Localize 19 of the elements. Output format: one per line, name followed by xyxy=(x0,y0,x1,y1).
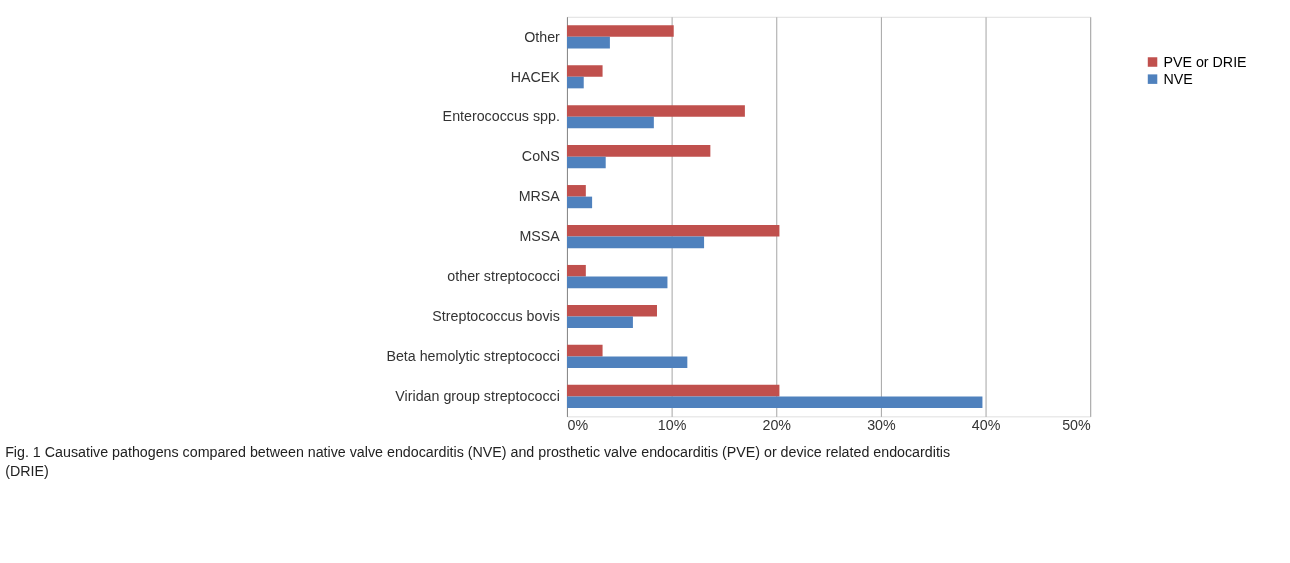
x-tick-label: 50% xyxy=(1062,417,1092,434)
legend-label: NVE xyxy=(1163,70,1193,87)
y-tick-label: MSSA xyxy=(519,228,561,245)
y-tick-label: HACEK xyxy=(510,68,561,85)
y-tick-label: Beta hemolytic streptococci xyxy=(386,348,560,365)
x-tick-label: 10% xyxy=(657,417,687,434)
y-tick-label: Enterococcus spp. xyxy=(442,108,560,125)
y-tick-label: other streptococci xyxy=(447,268,560,285)
x-tick-label: 20% xyxy=(762,417,792,434)
x-tick-label: 30% xyxy=(867,417,896,434)
y-tick-label: Viridan group streptococci xyxy=(395,388,560,405)
y-tick-label: Other xyxy=(524,28,561,45)
legend-label: PVE or DRIE xyxy=(1163,53,1247,70)
y-tick-label: Streptococcus bovis xyxy=(432,308,560,325)
x-tick-label: 40% xyxy=(971,417,1001,434)
y-tick-label: CoNS xyxy=(521,148,560,165)
x-tick-label: 0% xyxy=(567,417,589,434)
y-tick-label: MRSA xyxy=(518,188,561,205)
caption: Fig. 1 Causative pathogens compared between native valve endocarditis (NVE) and prosthetic valve endocarditis (PVE) or device related endocarditis (DRIE) xyxy=(5,444,951,480)
